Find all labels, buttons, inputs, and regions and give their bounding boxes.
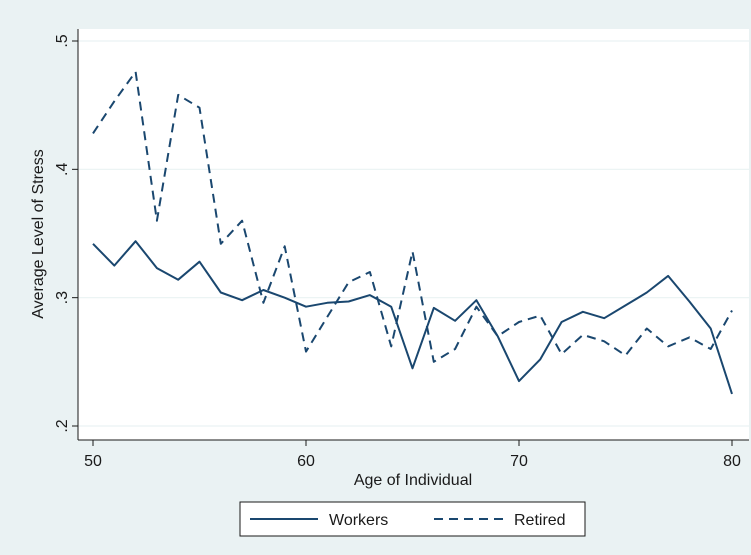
y-axis-title: Average Level of Stress [30,149,47,319]
x-tick-label: 60 [297,453,315,470]
x-tick-label: 80 [723,453,741,470]
y-tick-label: .4 [54,163,71,176]
plot-area [78,29,749,440]
x-tick-label: 70 [510,453,528,470]
legend: Workers Retired [239,501,586,537]
x-axis-ticks: 50 60 70 80 [84,440,741,470]
series-line-retired [92,70,733,363]
legend-label-retired: Retired [514,512,566,529]
x-tick-label: 50 [84,453,102,470]
axes [77,29,749,441]
y-tick-label: .5 [54,34,71,47]
x-axis-title: Age of Individual [354,472,472,489]
y-tick-label: .3 [54,291,71,304]
series-lines [92,70,733,395]
y-axis-ticks: .2 .3 .4 .5 [54,34,78,433]
series-line-workers [92,240,733,395]
legend-label-workers: Workers [329,512,388,529]
y-tick-label: .2 [54,419,71,432]
